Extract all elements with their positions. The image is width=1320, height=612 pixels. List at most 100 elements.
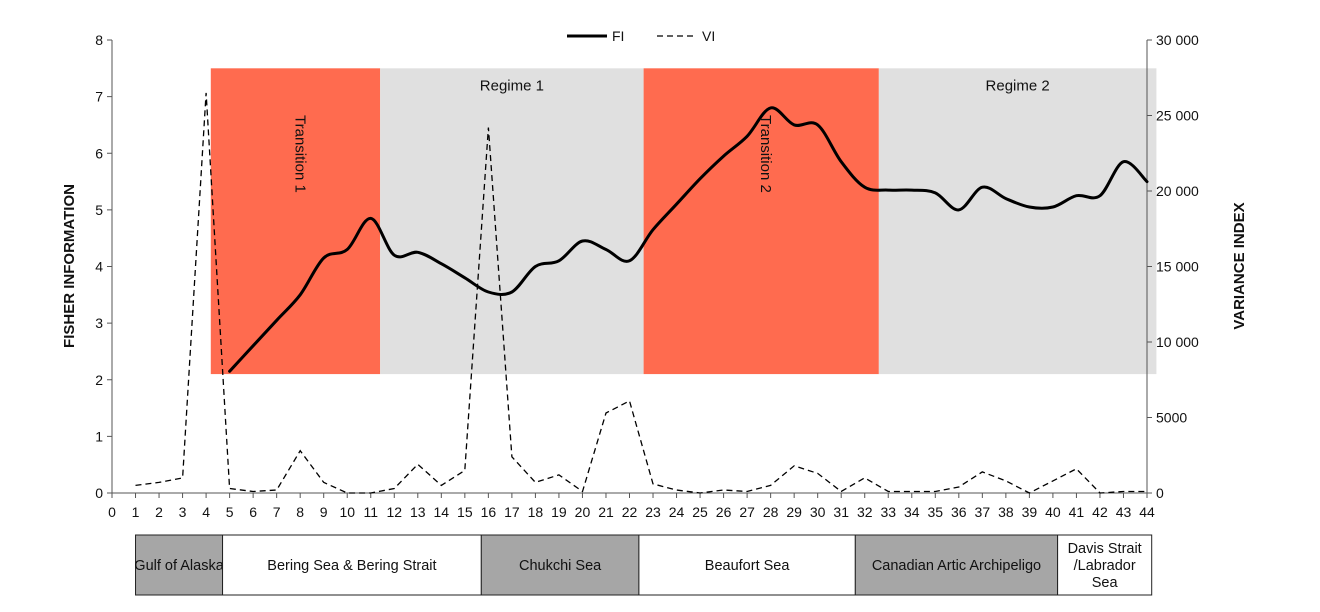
right-tick-label: 0	[1156, 485, 1164, 501]
x-tick-label: 7	[273, 504, 281, 520]
data-point-vi	[182, 477, 184, 479]
left-tick-label: 7	[95, 89, 103, 105]
right-tick-label: 15 000	[1156, 259, 1199, 275]
region-label-3: Chukchi Sea	[519, 558, 602, 574]
x-tick-label: 44	[1139, 504, 1155, 520]
left-tick-label: 0	[95, 485, 103, 501]
x-tick-label: 40	[1045, 504, 1061, 520]
region-label-1: Gulf of Alaska	[134, 558, 224, 574]
x-tick-label: 21	[598, 504, 614, 520]
left-tick-label: 8	[95, 32, 103, 48]
x-tick-label: 42	[1092, 504, 1108, 520]
x-tick-label: 41	[1069, 504, 1085, 520]
legend-fi-label: FI	[612, 28, 624, 44]
region-box-6	[1057, 534, 1153, 596]
band-layer: Transition 1 Regime 1 Transition 2 Regime 2	[210, 68, 1157, 375]
right-axis-title: VARIANCE INDEX	[1231, 202, 1248, 329]
series-layer	[135, 92, 1149, 494]
right-tick-label: 20 000	[1156, 183, 1199, 199]
data-point-vi	[1005, 480, 1007, 482]
left-tick-label: 6	[95, 145, 103, 161]
band-4	[878, 68, 1157, 375]
data-point-vi	[911, 491, 913, 493]
x-tick-label: 26	[716, 504, 732, 520]
x-tick-label: 37	[975, 504, 991, 520]
region-label-5: Canadian Artic Archipeligo	[872, 558, 1041, 574]
x-tick-label: 20	[575, 504, 591, 520]
data-point-vi	[1076, 468, 1078, 470]
x-tick-label: 22	[622, 504, 638, 520]
x-tick-label: 34	[904, 504, 920, 520]
x-tick-label: 23	[645, 504, 661, 520]
region-label-line: Bering Sea & Bering Strait	[267, 558, 436, 574]
legend: FI VI	[567, 28, 715, 44]
region-label-line: Beaufort Sea	[705, 558, 791, 574]
right-tick-label: 30 000	[1156, 32, 1199, 48]
x-tick-label: 13	[410, 504, 426, 520]
region-label-line: Chukchi Sea	[519, 558, 602, 574]
data-point-vi	[629, 400, 631, 402]
band-1	[210, 68, 381, 375]
x-tick-label: 11	[363, 504, 378, 520]
x-tick-label: 27	[739, 504, 755, 520]
left-tick-label: 5	[95, 202, 103, 218]
x-tick-label: 12	[386, 504, 402, 520]
region-label-line: Canadian Artic Archipeligo	[872, 558, 1041, 574]
band-label-1: Transition 1	[291, 115, 308, 193]
left-tick-label: 3	[95, 315, 103, 331]
x-tick-label: 5	[226, 504, 234, 520]
data-point-vi	[535, 482, 537, 484]
right-tick-label: 25 000	[1156, 108, 1199, 124]
band-label-3: Transition 2	[757, 115, 774, 193]
region-box-4	[638, 534, 856, 596]
left-tick-label: 1	[95, 428, 103, 444]
series-line-vi	[135, 92, 1147, 494]
legend-vi-label: VI	[702, 28, 715, 44]
x-tick-label: 6	[249, 504, 257, 520]
x-tick-label: 17	[504, 504, 520, 520]
x-tick-label: 38	[998, 504, 1014, 520]
x-tick-label: 2	[155, 504, 163, 520]
left-axis-title: FISHER INFORMATION	[61, 184, 78, 348]
region-box-5	[854, 534, 1059, 596]
region-box-3	[480, 534, 640, 596]
x-tick-label: 29	[786, 504, 802, 520]
x-tick-label: 33	[880, 504, 896, 520]
x-tick-label: 14	[434, 504, 450, 520]
region-label-line: /Labrador	[1074, 558, 1136, 574]
region-box-2	[222, 534, 482, 596]
left-tick-label: 4	[95, 259, 103, 275]
x-tick-label: 24	[669, 504, 685, 520]
x-tick-label: 8	[296, 504, 304, 520]
band-2	[380, 68, 644, 375]
x-tick-label: 3	[179, 504, 187, 520]
data-point-vi	[276, 489, 278, 491]
x-tick-label: 10	[339, 504, 355, 520]
x-tick-label: 19	[551, 504, 567, 520]
left-tick-label: 2	[95, 372, 103, 388]
band-3	[643, 68, 879, 375]
x-tick-label: 18	[528, 504, 544, 520]
x-tick-label: 9	[320, 504, 328, 520]
x-tick-label: 0	[108, 504, 116, 520]
x-tick-label: 1	[132, 504, 140, 520]
x-tick-label: 15	[457, 504, 473, 520]
x-tick-label: 39	[1022, 504, 1038, 520]
region-label-line: Davis Strait	[1068, 541, 1142, 557]
x-tick-label: 25	[692, 504, 708, 520]
data-point-vi	[723, 489, 725, 491]
region-label-6: Davis Strait/Labrador Sea	[1068, 541, 1142, 591]
x-tick-label: 28	[763, 504, 779, 520]
x-tick-label: 30	[810, 504, 826, 520]
series-line-fi	[228, 106, 1149, 373]
right-tick-label: 5000	[1156, 410, 1187, 426]
x-tick-label: 31	[833, 504, 849, 520]
x-tick-label: 16	[481, 504, 497, 520]
data-point-vi	[864, 477, 866, 479]
region-label-2: Bering Sea & Bering Strait	[267, 558, 436, 574]
region-label-4: Beaufort Sea	[705, 558, 791, 574]
right-tick-label: 10 000	[1156, 334, 1199, 350]
region-strip: Gulf of Alaska Bering Sea & Bering Strait…	[134, 534, 1153, 596]
x-tick-label: 4	[202, 504, 210, 520]
